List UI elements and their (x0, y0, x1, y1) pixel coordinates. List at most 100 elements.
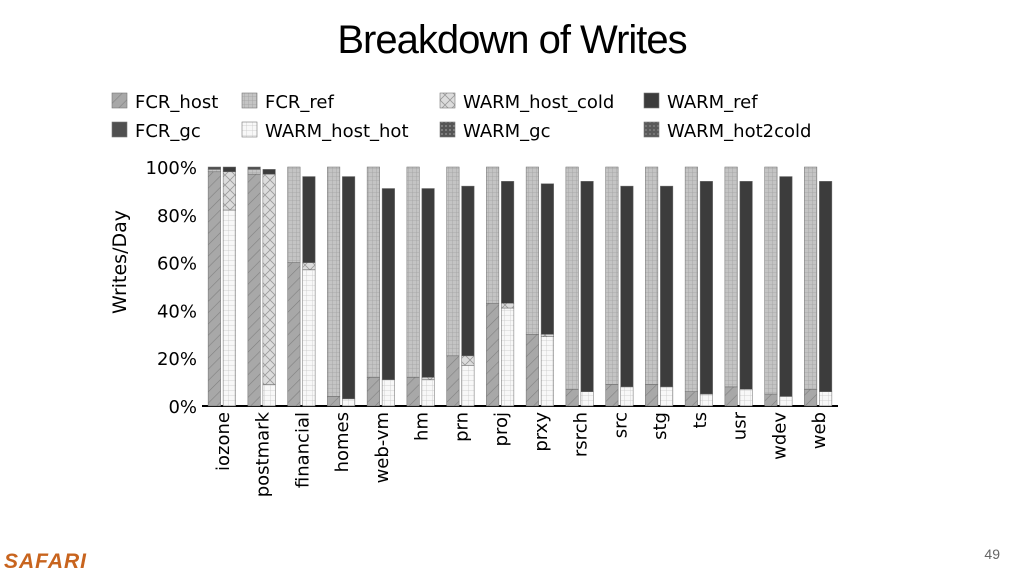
bar-segment-warm-host-cold-warm-postmark (262, 173, 276, 385)
legend-swatch-warm-gc (439, 121, 456, 138)
legend-swatch-warm-host-hot (241, 121, 258, 138)
legend-swatch-warm-ref (643, 92, 660, 109)
bar-segment-fcr-ref-fcr-web (804, 166, 818, 390)
page-number: 49 (984, 546, 1000, 562)
bars (207, 166, 833, 407)
bar-segment-warm-host-hot-warm-prxy (540, 336, 554, 407)
bar-segment-fcr-ref-fcr-homes (327, 166, 341, 397)
bar-segment-warm-host-hot-warm-rsrch (580, 391, 594, 407)
x-tick-label-financial: financial (292, 412, 313, 488)
bar-segment-warm-ref-warm-rsrch (580, 181, 594, 392)
bar-segment-fcr-host-fcr-homes (327, 396, 341, 407)
bar-segment-fcr-host-fcr-usr (724, 386, 738, 407)
bar-segment-warm-host-hot-warm-postmark (262, 384, 276, 407)
legend-swatch-fcr-ref (241, 92, 258, 109)
bar-segment-warm-host-hot-warm-financial (302, 269, 316, 407)
bar-segment-warm-host-hot-warm-web-vm (381, 379, 395, 407)
bar-segment-warm-ref-warm-src (620, 185, 634, 388)
legend-label-warm-host-cold: WARM_host_cold (463, 92, 614, 113)
bar-segment-fcr-ref-fcr-hm (406, 166, 420, 378)
x-tick-label-proj: proj (491, 412, 512, 446)
bar-segment-warm-ref-warm-prxy (540, 183, 554, 335)
x-tick-label-src: src (610, 412, 631, 438)
bar-segment-fcr-ref-fcr-rsrch (565, 166, 579, 390)
legend-label-fcr-host: FCR_host (135, 92, 218, 113)
bar-segment-fcr-host-fcr-stg (645, 384, 659, 407)
legend-swatch-warm-hot2cold (643, 121, 660, 138)
y-tick-label: 100% (146, 158, 197, 179)
y-tick-label: 80% (157, 206, 197, 227)
bar-segment-warm-ref-warm-wdev (779, 176, 793, 397)
bar-segment-warm-host-cold-warm-financial (302, 262, 316, 271)
bar-segment-warm-ref-warm-web (819, 181, 833, 392)
bar-segment-fcr-ref-fcr-financial (287, 166, 301, 263)
legend-label-warm-host-hot: WARM_host_hot (265, 121, 409, 142)
legend-swatch-fcr-host (111, 92, 128, 109)
slide-title: Breakdown of Writes (337, 18, 687, 62)
bar-segment-warm-host-cold-warm-hm (421, 377, 435, 380)
legend-label-warm-hot2cold: WARM_hot2cold (667, 121, 811, 142)
chart-legend: FCR_host FCR_ref WARM_host_cold WARM_ref FCR… (111, 92, 811, 142)
bar-segment-warm-ref-warm-ts (699, 181, 713, 395)
x-tick-label-hm: hm (412, 412, 433, 441)
bar-segment-fcr-host-fcr-src (605, 384, 619, 407)
bar-segment-warm-host-cold-warm-prn (461, 355, 475, 366)
bar-segment-fcr-host-fcr-prxy (525, 334, 539, 407)
bar-segment-warm-ref-warm-postmark (262, 169, 276, 175)
bar-segment-warm-host-hot-warm-prn (461, 365, 475, 407)
bar-segment-warm-host-hot-warm-ts (699, 393, 713, 407)
bar-segment-warm-host-hot-warm-web (819, 391, 833, 407)
bar-segment-warm-host-hot-warm-iozone (222, 209, 236, 407)
bar-segment-fcr-ref-fcr-prn (446, 166, 460, 357)
y-tick-label: 40% (157, 301, 197, 322)
bar-segment-warm-ref-warm-stg (660, 185, 674, 388)
bar-segment-warm-host-hot-warm-src (620, 386, 634, 407)
y-tick-label: 20% (157, 349, 197, 370)
legend-swatch-warm-host-cold (439, 92, 456, 109)
bar-segment-fcr-ref-fcr-prxy (525, 166, 539, 335)
bar-segment-fcr-host-fcr-financial (287, 262, 301, 407)
x-tick-label-web-vm: web-vm (372, 412, 393, 483)
bar-segment-fcr-ref-fcr-postmark (247, 169, 261, 175)
y-axis-label: Writes/Day (109, 210, 131, 314)
bar-segment-warm-host-hot-warm-stg (660, 386, 674, 407)
bar-segment-warm-host-cold-warm-prxy (540, 334, 554, 337)
x-axis-labels: iozone postmark financial homes web-vm hm prn p… (213, 411, 830, 497)
x-tick-label-prxy: prxy (531, 412, 552, 452)
bar-segment-fcr-host-fcr-hm (406, 377, 420, 407)
bar-segment-warm-ref-warm-financial (302, 176, 316, 263)
bar-segment-warm-host-hot-warm-homes (342, 398, 356, 407)
bar-segment-fcr-ref-fcr-src (605, 166, 619, 385)
bar-segment-warm-ref-warm-proj (501, 181, 515, 304)
y-tick-label: 60% (157, 254, 197, 275)
bar-segment-fcr-ref-fcr-usr (724, 166, 738, 388)
bar-segment-warm-ref-warm-usr (739, 181, 753, 390)
bar-segment-fcr-ref-fcr-proj (486, 166, 500, 304)
safari-logo: SAFARI (4, 550, 88, 573)
bar-segment-fcr-host-fcr-prn (446, 355, 460, 407)
bar-segment-warm-ref-warm-hm (421, 188, 435, 378)
legend-label-warm-ref: WARM_ref (667, 92, 758, 113)
bar-segment-fcr-ref-fcr-web-vm (366, 166, 380, 378)
bar-segment-fcr-host-fcr-wdev (764, 393, 778, 407)
bar-segment-warm-ref-warm-homes (342, 176, 356, 400)
bar-segment-warm-host-hot-warm-usr (739, 389, 753, 407)
x-tick-label-homes: homes (332, 412, 353, 472)
legend-swatch-fcr-gc (111, 121, 128, 138)
bar-segment-fcr-ref-fcr-iozone (207, 169, 221, 173)
x-tick-label-postmark: postmark (253, 411, 274, 497)
legend-label-fcr-ref: FCR_ref (265, 92, 335, 113)
bar-segment-warm-host-hot-warm-proj (501, 307, 515, 407)
x-tick-label-web: web (809, 412, 830, 449)
y-tick-label: 0% (168, 397, 197, 418)
bar-segment-fcr-host-fcr-postmark (247, 173, 261, 407)
bar-segment-warm-ref-warm-web-vm (381, 188, 395, 380)
bar-segment-fcr-host-fcr-web (804, 389, 818, 407)
x-tick-label-stg: stg (650, 412, 671, 440)
bar-segment-fcr-ref-fcr-wdev (764, 166, 778, 395)
bar-segment-fcr-gc-fcr-iozone (207, 166, 221, 170)
x-tick-label-usr: usr (730, 411, 751, 440)
bar-segment-warm-host-hot-warm-wdev (779, 396, 793, 407)
bar-segment-fcr-gc-fcr-postmark (247, 166, 261, 170)
x-tick-label-rsrch: rsrch (571, 412, 592, 457)
